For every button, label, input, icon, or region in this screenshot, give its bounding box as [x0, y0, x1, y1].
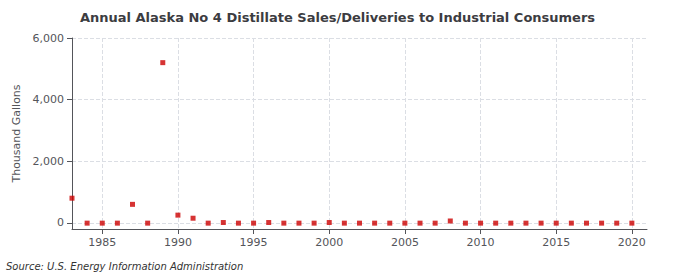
svg-text:1995: 1995	[240, 236, 268, 249]
svg-text:1985: 1985	[88, 236, 116, 249]
svg-text:2020: 2020	[618, 236, 646, 249]
svg-text:0: 0	[57, 216, 64, 229]
svg-text:6,000: 6,000	[33, 32, 65, 45]
svg-text:2,000: 2,000	[33, 155, 65, 168]
svg-text:1990: 1990	[164, 236, 192, 249]
svg-text:2015: 2015	[542, 236, 570, 249]
svg-text:Thousand Gallons: Thousand Gallons	[10, 84, 23, 183]
svg-text:4,000: 4,000	[33, 93, 65, 106]
svg-text:Annual Alaska No 4 Distillate: Annual Alaska No 4 Distillate Sales/Deli…	[80, 10, 595, 25]
svg-text:2010: 2010	[467, 236, 495, 249]
svg-text:Source: U.S. Energy Informatio: Source: U.S. Energy Information Administ…	[6, 261, 243, 272]
svg-text:2000: 2000	[315, 236, 343, 249]
svg-text:2005: 2005	[391, 236, 419, 249]
